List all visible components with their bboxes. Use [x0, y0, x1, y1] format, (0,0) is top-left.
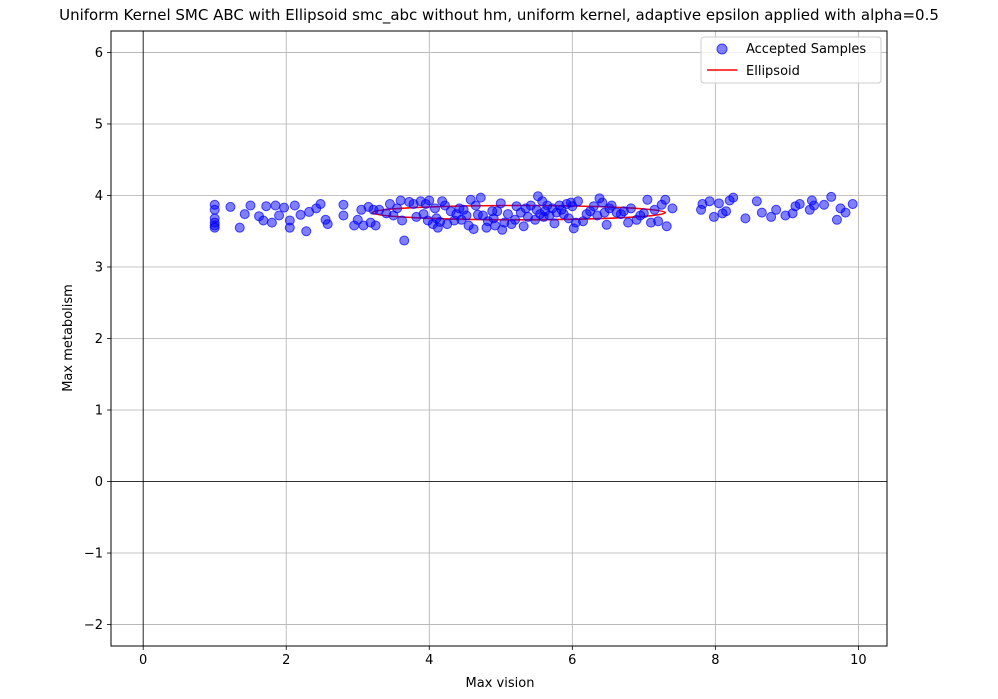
legend-marker-accepted-samples: [716, 43, 728, 55]
accepted-sample-point: [597, 197, 608, 208]
y-tick-label: 6: [95, 46, 103, 61]
accepted-sample-point: [270, 200, 281, 211]
accepted-sample-point: [667, 203, 678, 214]
accepted-sample-point: [728, 192, 739, 203]
legend-label-accepted-samples: Accepted Samples: [746, 42, 866, 57]
accepted-sample-point: [518, 221, 529, 232]
accepted-sample-point: [563, 213, 574, 224]
chart-title: Uniform Kernel SMC ABC with Ellipsoid sm…: [59, 6, 939, 25]
accepted-sample-point: [809, 200, 820, 211]
y-tick-label: −1: [84, 547, 103, 562]
accepted-sample-point: [209, 222, 220, 233]
accepted-sample-point: [258, 215, 269, 226]
accepted-sample-point: [549, 218, 560, 229]
accepted-sample-point: [588, 201, 599, 212]
accepted-sample-point: [649, 204, 660, 215]
accepted-sample-point: [490, 220, 501, 231]
axis-ticks: 0 2 4 6 8 10 −2 −1 0 1 2 3 4 5 6: [84, 46, 867, 668]
accepted-sample-point: [601, 219, 612, 230]
accepted-sample-point: [274, 210, 285, 221]
accepted-sample-point: [295, 209, 306, 220]
accepted-sample-point: [840, 207, 851, 218]
x-axis-label: Max vision: [466, 676, 535, 691]
accepted-sample-point: [461, 210, 472, 221]
accepted-sample-point: [819, 199, 830, 210]
accepted-sample-point: [399, 235, 410, 246]
y-tick-label: 3: [95, 260, 103, 275]
accepted-sample-point: [502, 209, 513, 220]
accepted-sample-point: [771, 204, 782, 215]
y-tick-label: 5: [95, 117, 103, 132]
y-tick-label: −2: [84, 618, 103, 633]
accepted-sample-point: [468, 224, 479, 235]
accepted-sample-point: [338, 210, 349, 221]
accepted-sample-point: [370, 220, 381, 231]
accepted-sample-point: [573, 196, 584, 207]
accepted-sample-point: [713, 198, 724, 209]
accepted-sample-point: [721, 206, 732, 217]
zero-lines: [111, 31, 887, 646]
x-tick-label: 2: [282, 653, 290, 668]
y-axis-label: Max metabolism: [61, 284, 76, 392]
accepted-sample-point: [424, 195, 435, 206]
accepted-sample-point: [429, 203, 440, 214]
accepted-sample-point: [510, 214, 521, 225]
accepted-sample-point: [704, 196, 715, 207]
grid-lines: [111, 31, 887, 646]
accepted-sample-point: [660, 194, 671, 205]
y-tick-label: 1: [95, 404, 103, 419]
accepted-sample-point: [495, 198, 506, 209]
accepted-sample-point: [209, 204, 220, 215]
accepted-sample-point: [470, 200, 481, 211]
accepted-sample-point: [751, 196, 762, 207]
accepted-sample-point: [847, 199, 858, 210]
accepted-sample-point: [708, 211, 719, 222]
accepted-sample-point: [642, 194, 653, 205]
accepted-sample-point: [245, 200, 256, 211]
accepted-sample-point: [625, 203, 636, 214]
accepted-sample-point: [284, 215, 295, 226]
accepted-sample-point: [315, 199, 326, 210]
accepted-sample-point: [740, 213, 751, 224]
accepted-sample-point: [239, 209, 250, 220]
accepted-sample-point: [831, 214, 842, 225]
x-tick-label: 8: [711, 653, 719, 668]
accepted-sample-point: [638, 208, 649, 219]
accepted-sample-point: [475, 192, 486, 203]
legend: Accepted Samples Ellipsoid: [700, 36, 882, 84]
y-tick-label: 0: [95, 475, 103, 490]
x-tick-label: 6: [568, 653, 576, 668]
legend-box: [700, 36, 882, 84]
accepted-sample-point: [397, 215, 408, 226]
accepted-sample-point: [756, 207, 767, 218]
accepted-sample-point: [606, 200, 617, 211]
accepted-sample-point: [225, 201, 236, 212]
y-tick-label: 4: [95, 189, 103, 204]
accepted-sample-point: [661, 221, 672, 232]
accepted-sample-point: [279, 202, 290, 213]
legend-label-ellipsoid: Ellipsoid: [746, 64, 800, 79]
accepted-sample-point: [653, 216, 664, 227]
accepted-sample-point: [395, 195, 406, 206]
accepted-sample-point: [261, 201, 272, 212]
accepted-sample-point: [794, 199, 805, 210]
accepted-sample-point: [338, 199, 349, 210]
accepted-sample-point: [301, 226, 312, 237]
accepted-sample-point: [266, 217, 277, 228]
accepted-sample-point: [623, 217, 634, 228]
accepted-sample-point: [384, 199, 395, 210]
accepted-sample-point: [766, 211, 777, 222]
accepted-sample-point: [322, 219, 333, 230]
x-tick-label: 0: [139, 653, 147, 668]
accepted-sample-point: [289, 200, 300, 211]
x-tick-label: 4: [425, 653, 433, 668]
y-tick-label: 2: [95, 332, 103, 347]
accepted-sample-point: [826, 191, 837, 202]
accepted-sample-point: [234, 222, 245, 233]
accepted-samples-layer: [209, 191, 858, 246]
x-tick-label: 10: [850, 653, 867, 668]
